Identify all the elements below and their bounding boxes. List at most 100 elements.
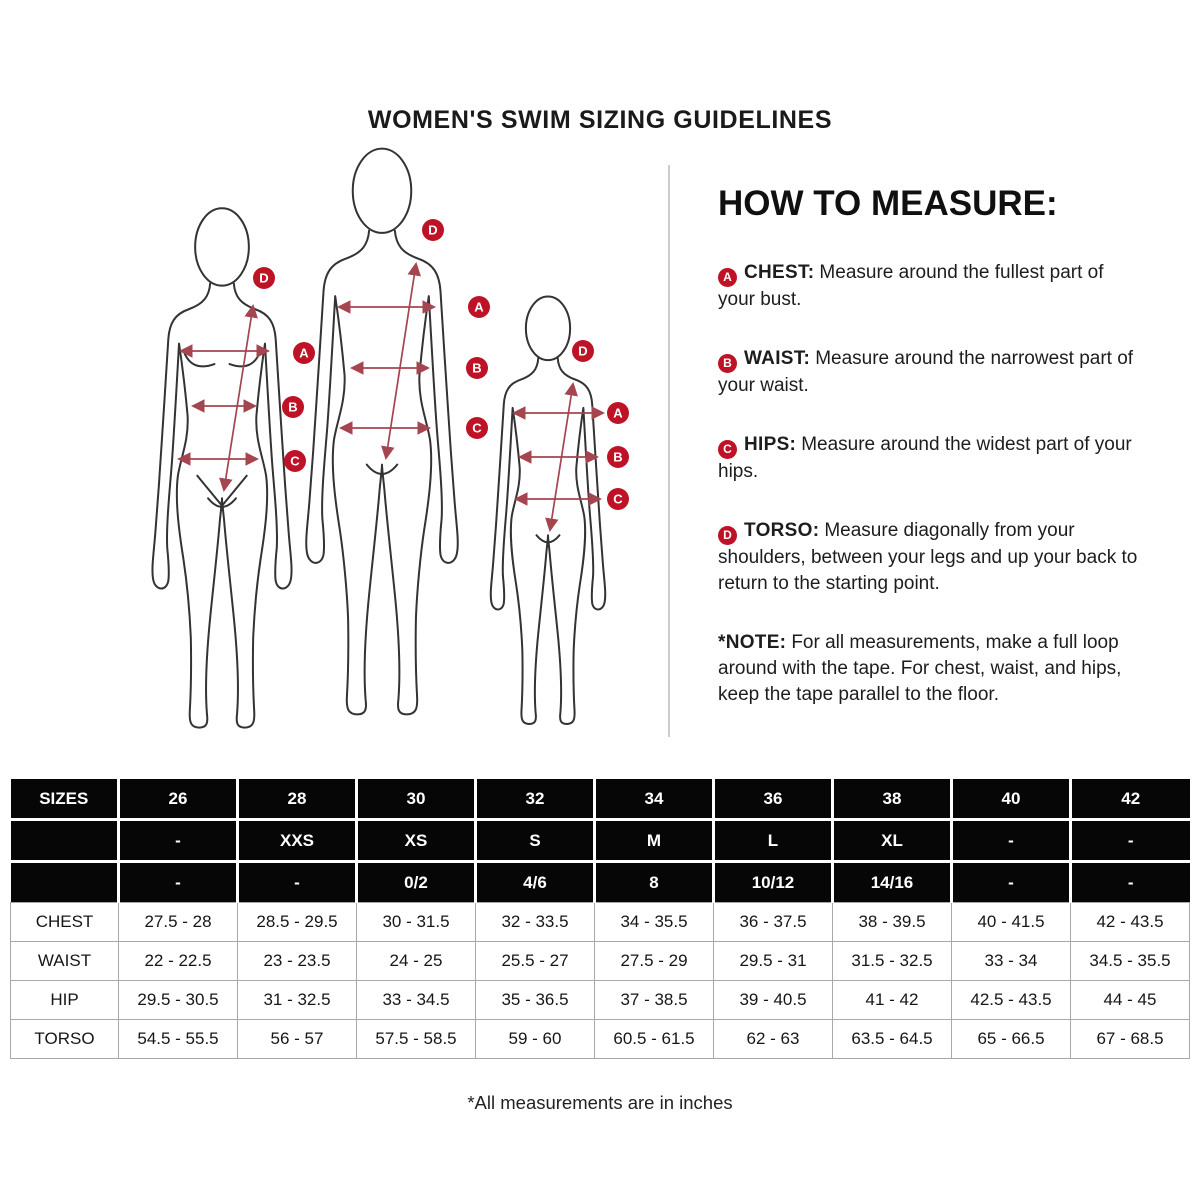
how-to-measure-heading: HOW TO MEASURE: [718, 184, 1058, 223]
measure-cell: 36 - 37.5 [713, 902, 833, 942]
marker-d-icon: D [572, 340, 594, 362]
header-cell: XXS [237, 819, 358, 863]
marker-d-icon: D [253, 267, 275, 289]
header-cell: XS [356, 819, 477, 863]
header-cell: - [118, 861, 239, 903]
header-cell: 8 [594, 861, 715, 903]
header-cell: 32 [475, 779, 596, 821]
marker-a-icon: A [607, 402, 629, 424]
measure-cell: 29.5 - 31 [713, 941, 833, 981]
measure-cell: 41 - 42 [832, 980, 952, 1020]
header-cell: 10/12 [713, 861, 834, 903]
measure-cell: 27.5 - 28 [118, 902, 238, 942]
svg-text:B: B [288, 400, 297, 415]
measure-cell: 39 - 40.5 [713, 980, 833, 1020]
measure-cell: 37 - 38.5 [594, 980, 714, 1020]
header-cell: 28 [237, 779, 358, 821]
header-cell: - [951, 819, 1072, 863]
measure-cell: 67 - 68.5 [1070, 1019, 1190, 1059]
header-cell: - [951, 861, 1072, 903]
figure-child: D A B C [490, 296, 629, 725]
measure-cell: 30 - 31.5 [356, 902, 476, 942]
svg-text:D: D [428, 223, 437, 238]
header-cell: - [1070, 819, 1190, 863]
header-cell: 0/2 [356, 861, 477, 903]
header-cell: 14/16 [832, 861, 953, 903]
hips-marker-icon: C [718, 440, 737, 459]
measure-cell: 31 - 32.5 [237, 980, 357, 1020]
marker-d-icon: D [422, 219, 444, 241]
header-cell: 38 [832, 779, 953, 821]
measure-note: *NOTE: For all measurements, make a full … [718, 630, 1138, 708]
header-cell: 30 [356, 779, 477, 821]
how-to-measure-panel: HOW TO MEASURE: A CHEST: Measure around th… [718, 184, 1138, 708]
measure-row-label: CHEST [10, 902, 119, 942]
measure-cell: 63.5 - 64.5 [832, 1019, 952, 1059]
torso-marker-icon: D [718, 526, 737, 545]
measure-cell: 62 - 63 [713, 1019, 833, 1059]
figure-man: D A B C [305, 148, 490, 715]
measure-cell: 22 - 22.5 [118, 941, 238, 981]
footnote: *All measurements are in inches [467, 1092, 733, 1113]
measure-cell: 34 - 35.5 [594, 902, 714, 942]
svg-text:A: A [474, 300, 484, 315]
measure-cell: 31.5 - 32.5 [832, 941, 952, 981]
section-divider [668, 165, 670, 737]
measure-cell: 34.5 - 35.5 [1070, 941, 1190, 981]
marker-b-icon: B [466, 357, 488, 379]
header-cell [10, 861, 120, 903]
header-cell: 26 [118, 779, 239, 821]
svg-text:B: B [613, 450, 622, 465]
measure-cell: 33 - 34.5 [356, 980, 476, 1020]
header-cell: L [713, 819, 834, 863]
measure-cell: 56 - 57 [237, 1019, 357, 1059]
header-cell: SIZES [10, 779, 120, 821]
table-row-torso: TORSO 54.5 - 55.5 56 - 57 57.5 - 58.5 59… [10, 1019, 1190, 1059]
measure-cell: 25.5 - 27 [475, 941, 595, 981]
measure-item-label: CHEST: [744, 262, 815, 283]
chest-marker-icon: A [718, 268, 737, 287]
svg-text:B: B [472, 361, 481, 376]
measure-item-waist: B WAIST: Measure around the narrowest part… [718, 346, 1138, 399]
marker-a-icon: A [293, 342, 315, 364]
measure-item-torso: D TORSO: Measure diagonally from your shou… [718, 518, 1138, 597]
size-chart-table: SIZES 26 28 30 32 34 36 38 40 42 - XXS X… [10, 779, 1190, 1059]
measure-cell: 44 - 45 [1070, 980, 1190, 1020]
measure-row-label: WAIST [10, 941, 119, 981]
measurement-arrows-child [511, 381, 606, 533]
header-cell: 36 [713, 779, 834, 821]
svg-text:A: A [613, 406, 623, 421]
measurement-arrows-man [336, 261, 437, 461]
table-row-hip: HIP 29.5 - 30.5 31 - 32.5 33 - 34.5 35 -… [10, 980, 1190, 1020]
marker-b-icon: B [282, 396, 304, 418]
marker-a-icon: A [468, 296, 490, 318]
svg-text:A: A [299, 346, 309, 361]
measure-cell: 23 - 23.5 [237, 941, 357, 981]
measure-cell: 60.5 - 61.5 [594, 1019, 714, 1059]
measure-cell: 33 - 34 [951, 941, 1071, 981]
svg-text:C: C [472, 421, 482, 436]
header-cell: - [237, 861, 358, 903]
header-cell: S [475, 819, 596, 863]
measure-item-label: TORSO: [744, 520, 820, 541]
header-cell: - [118, 819, 239, 863]
note-text: For all measurements, make a full loop a… [718, 632, 1122, 705]
table-row-chest: CHEST 27.5 - 28 28.5 - 29.5 30 - 31.5 32… [10, 902, 1190, 942]
header-cell: 40 [951, 779, 1072, 821]
measurement-figures-illustration: D A B C D A B C [151, 148, 629, 729]
measure-item-label: HIPS: [744, 434, 797, 455]
measure-cell: 59 - 60 [475, 1019, 595, 1059]
header-row-alpha-sizes: - XXS XS S M L XL - - [10, 819, 1190, 863]
measure-row-label: TORSO [10, 1019, 119, 1059]
page-title: WOMEN'S SWIM SIZING GUIDELINES [367, 106, 833, 134]
table-row-waist: WAIST 22 - 22.5 23 - 23.5 24 - 25 25.5 -… [10, 941, 1190, 981]
measure-item-label: WAIST: [744, 348, 811, 369]
measure-item-text: Measure diagonally from your shoulders, … [718, 520, 1138, 594]
measure-cell: 40 - 41.5 [951, 902, 1071, 942]
measure-cell: 28.5 - 29.5 [237, 902, 357, 942]
measure-item-chest: A CHEST: Measure around the fullest part o… [718, 260, 1138, 313]
header-cell: 42 [1070, 779, 1190, 821]
measure-item-text: Measure around the widest part of your h… [718, 434, 1132, 482]
measure-cell: 24 - 25 [356, 941, 476, 981]
